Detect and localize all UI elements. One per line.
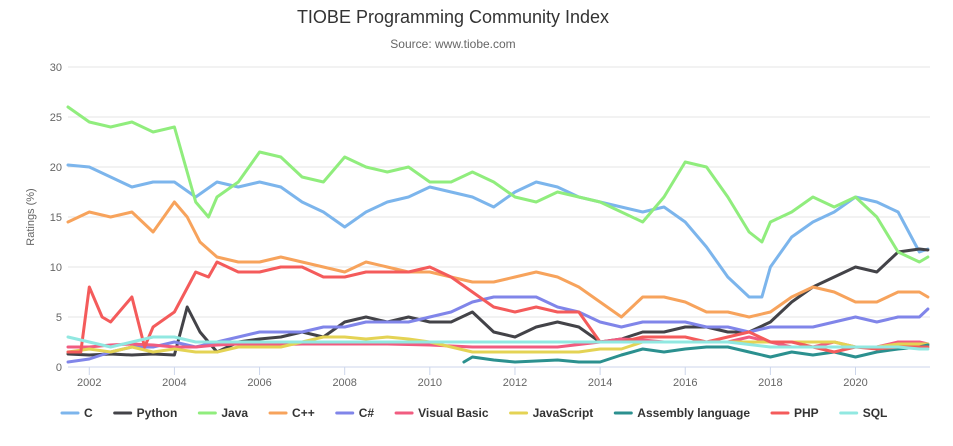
series-lines [66,105,930,364]
y-tick-label: 15 [50,212,62,224]
y-tick-label: 20 [50,162,62,174]
legend-item[interactable]: C [60,406,93,420]
legend-item[interactable]: C++ [268,406,315,420]
x-tick-label: 2020 [843,377,867,389]
legend-label: Assembly language [637,406,750,420]
legend-label: Java [221,406,248,420]
y-tick-label: 0 [56,362,62,374]
legend-item[interactable]: C# [335,406,375,420]
x-tick-label: 2014 [588,377,612,389]
legend-label: JavaScript [533,406,594,420]
y-tick-label: 30 [50,62,62,74]
y-tick-label: 5 [56,312,62,324]
x-tick-label: 2008 [332,377,356,389]
x-tick-label: 2006 [247,377,271,389]
x-axis-ticks: 2002 2004 2006 2008 2010 2012 2014 2016 2018 2020 [77,367,868,389]
series-line-python[interactable] [66,247,930,357]
y-tick-label: 10 [50,262,62,274]
x-tick-label: 2012 [503,377,527,389]
legend-label: Python [137,406,178,420]
x-tick-label: 2004 [162,377,186,389]
y-tick-label: 25 [50,112,62,124]
legend-label: Visual Basic [418,406,489,420]
y-axis-label: Ratings (%) [25,188,37,245]
legend-item[interactable]: PHP [770,406,819,420]
legend-item[interactable]: Visual Basic [394,406,489,420]
legend-label: SQL [863,406,888,420]
chart-subtitle: Source: www.tiobe.com [390,37,515,51]
series-line-assembly-language[interactable] [462,343,930,364]
x-tick-label: 2016 [673,377,697,389]
y-axis-ticks: 0 5 10 15 20 25 30 [50,62,62,374]
series-line-visual-basic[interactable] [66,335,930,349]
series-line-c[interactable] [66,163,930,299]
legend-item[interactable]: Assembly language [613,406,750,420]
legend-item[interactable]: JavaScript [509,406,594,420]
series-line-java[interactable] [66,105,930,264]
legend-label: C++ [292,406,315,420]
series-line-sql[interactable] [66,335,930,351]
legend: C Python Java C++ C# Visual Basic JavaScript As… [60,406,888,420]
legend-item[interactable]: Java [197,406,248,420]
legend-label: C [84,406,93,420]
grid-lines [68,66,930,368]
legend-label: PHP [794,406,819,420]
series-line-php[interactable] [66,260,930,354]
x-tick-label: 2002 [77,377,101,389]
chart-title: TIOBE Programming Community Index [297,7,609,27]
legend-item[interactable]: Python [113,406,178,420]
series-line-c-[interactable] [66,200,930,319]
x-tick-label: 2018 [758,377,782,389]
x-tick-label: 2010 [418,377,442,389]
legend-label: C# [359,406,375,420]
legend-item[interactable]: SQL [839,406,888,420]
